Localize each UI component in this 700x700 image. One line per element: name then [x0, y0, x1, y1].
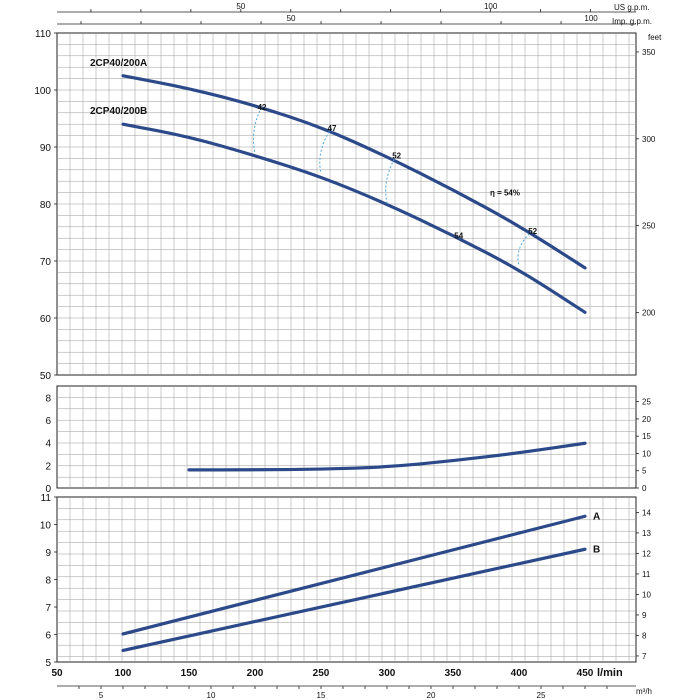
x-tick-label: 200 [247, 668, 264, 679]
left-tick-label: 80 [40, 200, 52, 211]
m3h-tick-label: 20 [427, 691, 436, 700]
left-tick-label: 60 [40, 314, 52, 325]
left-tick-label: 7 [45, 603, 51, 614]
efficiency-dashed-line [253, 106, 263, 153]
left-tick-label: 10 [40, 521, 52, 532]
efficiency-max-label: η = 54% [490, 188, 520, 197]
npsh-left-tick-label: 4 [45, 439, 51, 450]
efficiency-annotation: 54 [454, 231, 463, 240]
panel-frame [56, 385, 637, 489]
imp-tick-label: 100 [584, 14, 598, 23]
efficiency-annotation: 52 [528, 227, 537, 236]
x-tick-label: 450 [577, 668, 594, 679]
left-tick-label: 9 [45, 548, 51, 559]
m3h-tick-label: 5 [99, 691, 104, 700]
x-tick-label: 150 [181, 668, 198, 679]
hp-tick-label: 14 [642, 508, 651, 517]
npsh-right-tick-label: 5 [642, 467, 647, 476]
m3h-tick-label: 10 [207, 691, 216, 700]
series-label: 2CP40/200B [90, 106, 147, 117]
npsh-right-tick-label: 20 [642, 415, 651, 424]
x-tick-label: 100 [115, 668, 132, 679]
x-tick-label: 50 [51, 668, 63, 679]
m3h-tick-label: 25 [537, 691, 546, 700]
efficiency-dashed-line [319, 127, 332, 174]
npsh-right-tick-label: 25 [642, 398, 651, 407]
npsh-right-tick-label: 15 [642, 432, 651, 441]
head-curve-b [121, 122, 587, 314]
imp-gpm-label: Imp. g.p.m. [612, 17, 652, 26]
head-panel: 50 60 70 80 90 100 110 200 250 300 350 2CP40/200A 2C… [34, 29, 656, 382]
imp-tick-label: 50 [287, 14, 296, 23]
bottom-axis: 5 10 15 20 25 [57, 685, 636, 700]
left-tick-label: 100 [34, 86, 51, 97]
npsh-right-tick-label: 0 [642, 484, 647, 493]
left-tick-label: 70 [40, 257, 52, 268]
power-series-label: A [593, 511, 600, 522]
npsh-left-tick-label: 6 [45, 416, 51, 427]
hp-tick-label: 10 [642, 590, 651, 599]
x-tick-label: 250 [313, 668, 330, 679]
power-line-b [121, 547, 587, 653]
power-panel: 5 6 7 8 9 10 11 7 8 9 10 11 12 13 14 A B 50 100 150 200 250 30… [40, 493, 652, 679]
head-curve-a [121, 74, 587, 270]
hp-tick-label: 9 [642, 611, 647, 620]
m3h-tick-label: 15 [317, 691, 326, 700]
npsh-curve [187, 441, 587, 472]
efficiency-dashed-line [517, 230, 533, 266]
hp-tick-label: 8 [642, 631, 647, 640]
hp-tick-label: 13 [642, 529, 651, 538]
x-tick-label: 350 [445, 668, 462, 679]
series-label: 2CP40/200A [90, 58, 147, 69]
us-gpm-label: US g.p.m. [614, 3, 650, 12]
npsh-left-tick-label: 8 [45, 393, 51, 404]
left-tick-label: 110 [35, 29, 51, 40]
panel-frame [56, 496, 637, 663]
npsh-left-tick-label: 0 [45, 484, 51, 495]
us-tick-label: 100 [484, 2, 498, 11]
hp-tick-label: 7 [642, 652, 647, 661]
left-tick-label: 50 [40, 371, 52, 382]
feet-tick-label: 250 [642, 222, 656, 231]
efficiency-annotation: 52 [392, 152, 401, 161]
left-tick-label: 8 [45, 576, 51, 587]
feet-unit-label: feet [648, 33, 662, 42]
left-tick-label: 6 [45, 631, 51, 642]
efficiency-annotation: 42 [258, 103, 267, 112]
lmin-unit-label: l/min [597, 667, 623, 679]
x-tick-label: 400 [511, 668, 528, 679]
feet-tick-label: 350 [642, 48, 656, 57]
top-axes: US g.p.m. Imp. g.p.m. 50 100 50 100 [57, 2, 652, 26]
hp-tick-label: 11 [642, 570, 651, 579]
left-tick-label: 90 [40, 143, 52, 154]
feet-tick-label: 300 [642, 135, 656, 144]
efficiency-annotation: 47 [328, 124, 337, 133]
hp-tick-label: 12 [642, 549, 651, 558]
left-tick-label: 11 [41, 493, 52, 504]
npsh-right-tick-label: 10 [642, 449, 651, 458]
npsh-panel: 0 2 4 6 8 0 5 10 15 20 25 [45, 385, 651, 495]
feet-tick-label: 200 [642, 309, 656, 318]
power-line-a [121, 514, 587, 636]
left-tick-label: 5 [45, 658, 51, 669]
x-tick-label: 300 [379, 668, 396, 679]
power-series-label: B [593, 544, 600, 555]
efficiency-dashed-line [385, 155, 397, 204]
m3h-unit-label: m³/h [636, 687, 652, 696]
us-tick-label: 50 [236, 2, 245, 11]
npsh-left-tick-label: 2 [45, 461, 51, 472]
